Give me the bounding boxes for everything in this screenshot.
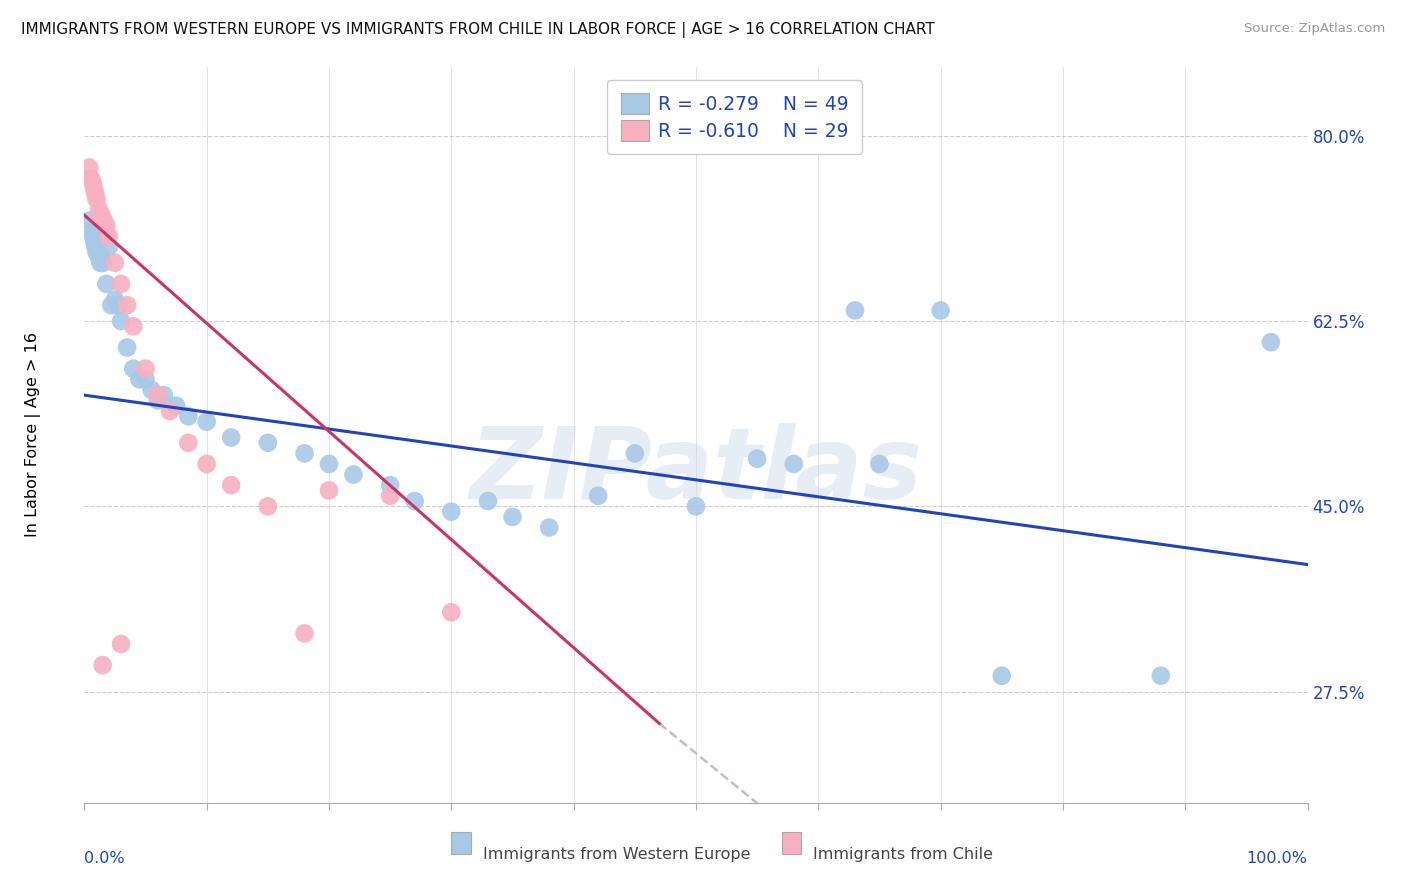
Point (110, 314, 132, 328)
Point (685, 500, 707, 514)
Point (96, 219, 118, 233)
Point (110, 277, 132, 291)
Point (82, 229, 104, 244)
Point (104, 256, 127, 270)
Point (177, 409, 200, 424)
Text: 0.0%: 0.0% (84, 851, 125, 865)
Point (342, 467, 364, 482)
Point (294, 626, 316, 640)
Point (159, 404, 181, 418)
Point (86, 192, 108, 206)
Point (79, 171, 101, 186)
Text: In Labor Force | Age > 16: In Labor Force | Age > 16 (25, 333, 41, 537)
Point (195, 457, 218, 471)
Point (79, 213, 101, 227)
Point (80, 173, 103, 187)
Point (257, 500, 280, 514)
Point (87, 245, 110, 260)
Point (104, 293, 127, 307)
Point (318, 457, 340, 471)
Point (84, 240, 107, 254)
Text: IMMIGRANTS FROM WESTERN EUROPE VS IMMIGRANTS FROM CHILE IN LABOR FORCE | AGE > 1: IMMIGRANTS FROM WESTERN EUROPE VS IMMIGR… (21, 22, 935, 38)
Point (783, 457, 806, 471)
Point (96, 277, 118, 291)
Point (929, 303, 952, 318)
Point (380, 478, 402, 492)
Point (89, 256, 111, 270)
Point (100, 298, 122, 312)
Text: Immigrants from Chile: Immigrants from Chile (814, 847, 994, 862)
Point (538, 520, 561, 534)
Point (177, 435, 200, 450)
Text: Immigrants from Western Europe: Immigrants from Western Europe (484, 847, 751, 862)
Point (135, 361, 157, 376)
Point (83, 235, 105, 249)
Point (83, 182, 105, 196)
FancyBboxPatch shape (782, 832, 801, 855)
Point (1260, 335, 1282, 350)
Point (318, 483, 340, 498)
Text: Source: ZipAtlas.com: Source: ZipAtlas.com (1244, 22, 1385, 36)
Point (141, 383, 163, 397)
Point (1150, 669, 1173, 683)
Point (146, 388, 169, 402)
Text: ZIPatlas: ZIPatlas (470, 423, 922, 520)
Point (219, 430, 242, 444)
Point (165, 399, 187, 413)
Point (869, 457, 891, 471)
Point (97, 229, 120, 244)
Point (122, 319, 145, 334)
Point (115, 341, 138, 355)
Point (991, 669, 1014, 683)
Point (110, 637, 132, 651)
Point (380, 489, 402, 503)
Point (87, 202, 110, 217)
Point (91, 256, 114, 270)
Point (153, 388, 176, 402)
Point (404, 494, 426, 508)
Point (844, 303, 866, 318)
Point (87, 251, 110, 265)
Point (502, 509, 524, 524)
Text: 100.0%: 100.0% (1247, 851, 1308, 865)
Point (294, 446, 316, 460)
Point (146, 393, 169, 408)
Point (107, 298, 129, 312)
Point (586, 489, 609, 503)
Point (91, 658, 114, 673)
Point (122, 361, 145, 376)
Point (93, 213, 115, 227)
Point (128, 372, 150, 386)
Point (82, 177, 104, 191)
FancyBboxPatch shape (451, 832, 471, 855)
Point (219, 478, 242, 492)
Point (135, 372, 157, 386)
Point (195, 415, 218, 429)
Point (97, 240, 120, 254)
Point (84, 186, 107, 201)
Point (624, 446, 647, 460)
Point (77, 161, 100, 175)
Point (477, 494, 499, 508)
Point (86, 245, 108, 260)
Point (440, 505, 463, 519)
Point (257, 435, 280, 450)
Legend: R = -0.279    N = 49, R = -0.610    N = 29: R = -0.279 N = 49, R = -0.610 N = 29 (607, 80, 862, 153)
Point (90, 208, 112, 222)
Point (115, 298, 138, 312)
Point (80, 224, 103, 238)
Point (440, 605, 463, 619)
Point (90, 251, 112, 265)
Point (747, 451, 769, 466)
